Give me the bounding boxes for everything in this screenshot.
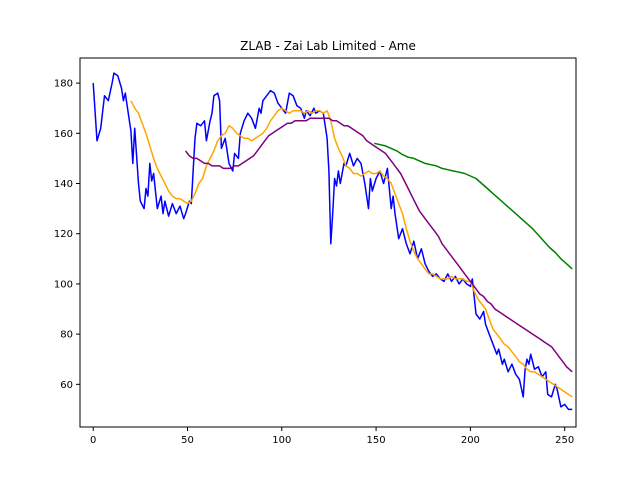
series-line-1 [130, 100, 573, 398]
y-tick-label-3: 120 [54, 229, 73, 240]
x-tick-label-5: 250 [555, 435, 574, 446]
axes-layer: 0 50 100 150 200 250 60 80 100 120 140 160 180 [54, 79, 574, 446]
x-tick-label-4: 200 [461, 435, 480, 446]
y-tick-label-2: 100 [54, 279, 73, 290]
series-line-3 [374, 142, 573, 270]
y-tick-label-4: 140 [54, 179, 73, 190]
y-tick-label-1: 80 [60, 330, 73, 341]
y-tick-label-6: 180 [54, 79, 73, 90]
x-tick-label-1: 50 [181, 435, 194, 446]
y-tick-label-0: 60 [60, 380, 73, 391]
series-layer [92, 72, 573, 411]
series-line-2 [185, 117, 573, 373]
series-line-0 [92, 72, 573, 411]
x-tick-label-2: 100 [272, 435, 291, 446]
chart-title: ZLAB - Zai Lab Limited - Ame [240, 39, 416, 53]
x-tick-label-0: 0 [90, 435, 96, 446]
plot-frame [79, 57, 577, 428]
y-tick-label-5: 160 [54, 129, 73, 140]
x-tick-label-3: 150 [367, 435, 386, 446]
